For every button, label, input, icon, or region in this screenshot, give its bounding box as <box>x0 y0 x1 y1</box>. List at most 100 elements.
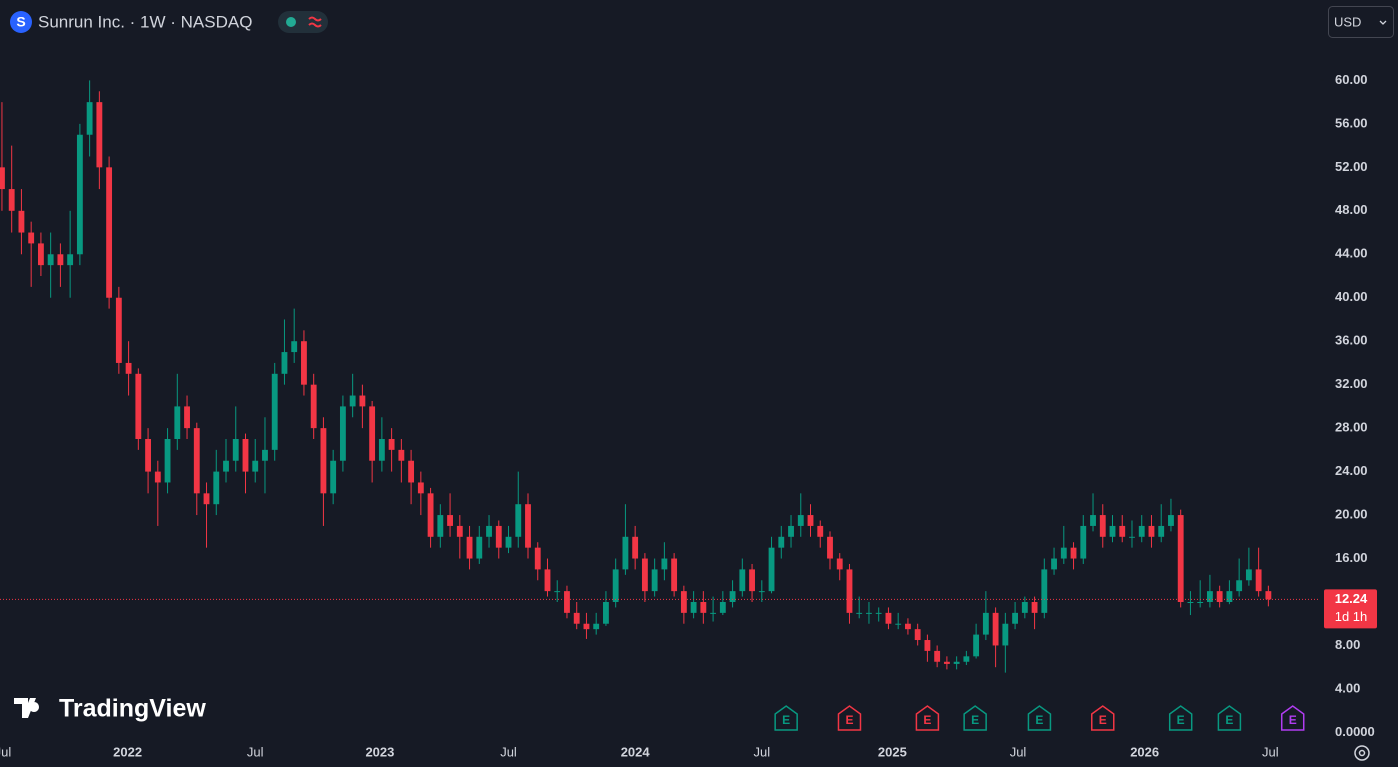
candle-body <box>914 629 921 641</box>
candle-body <box>466 536 473 559</box>
candle-body <box>934 650 941 662</box>
last-price-label: 12.24 <box>1335 591 1368 606</box>
candle-body <box>622 536 629 570</box>
x-tick-label: Jul <box>500 744 517 759</box>
candle-body <box>135 373 142 440</box>
candle-body <box>96 102 103 168</box>
y-tick-label: 4.00 <box>1335 680 1360 695</box>
x-tick-label: Jul <box>247 744 264 759</box>
candle-body <box>86 102 93 135</box>
candle-body <box>836 558 843 570</box>
dropdown-arrow <box>1379 20 1387 25</box>
candle-body <box>164 439 171 483</box>
candle-body <box>905 623 911 630</box>
candle-body <box>778 536 785 548</box>
y-tick-label: 48.00 <box>1335 202 1368 217</box>
y-tick-label: 32.00 <box>1335 376 1368 391</box>
candle-body <box>632 536 639 559</box>
candle-body <box>982 612 989 635</box>
currency-button[interactable] <box>1328 6 1394 38</box>
earnings-label: E <box>1177 713 1185 727</box>
candle-body <box>564 591 570 613</box>
candle-body <box>184 406 190 429</box>
candle-body <box>154 471 161 483</box>
candle-body <box>1168 515 1174 526</box>
candle-body <box>369 406 376 461</box>
candle-body <box>573 612 580 624</box>
x-tick-label: 2023 <box>365 744 394 759</box>
candle-body <box>310 384 317 429</box>
candle-body <box>710 612 717 614</box>
candle-body <box>758 591 765 593</box>
candle-body <box>291 341 298 353</box>
x-tick-label: Jul <box>0 744 11 759</box>
x-tick-label: Jul <box>753 744 770 759</box>
earnings-label: E <box>923 713 931 727</box>
candle-body <box>145 439 151 472</box>
candle-body <box>47 254 54 266</box>
y-tick-label: 24.00 <box>1335 463 1368 478</box>
settings-icon-center <box>1358 749 1366 757</box>
candle-body <box>1109 525 1116 537</box>
candle-body <box>281 352 288 374</box>
candle-body <box>408 460 415 483</box>
candle-body <box>1265 591 1272 600</box>
candle-body <box>417 482 424 494</box>
earnings-badge <box>1217 705 1242 731</box>
settings-icon[interactable] <box>1354 745 1370 761</box>
candle-body <box>1255 569 1262 592</box>
earnings-badge <box>963 705 987 731</box>
candle-body <box>593 623 600 630</box>
candle-body <box>213 471 220 505</box>
candle-body <box>115 297 122 363</box>
candle-body <box>495 525 502 548</box>
candle-body <box>603 601 609 624</box>
watermark: TradingView <box>14 695 206 723</box>
candle-body <box>924 640 931 651</box>
earnings-label: E <box>782 713 790 727</box>
candle-body <box>700 601 707 613</box>
status-dot <box>286 17 296 27</box>
earnings-badge <box>1091 705 1115 731</box>
candle-body <box>1070 547 1077 559</box>
candle-body <box>427 493 434 537</box>
candle-body <box>583 623 590 630</box>
candle-body <box>768 547 775 592</box>
earnings-badge <box>915 705 940 731</box>
candle-body <box>943 661 950 664</box>
candle-body <box>339 406 346 461</box>
candle-body <box>1002 623 1009 646</box>
y-tick-label: 8.00 <box>1335 637 1360 652</box>
candle-body <box>671 558 678 592</box>
earnings-badge <box>1280 705 1305 731</box>
candle-body <box>1041 569 1048 613</box>
candle-body <box>242 439 249 472</box>
candle-body <box>349 395 356 407</box>
candle-body <box>57 254 64 266</box>
candle-body <box>1080 525 1087 559</box>
candle-body <box>271 373 278 450</box>
candle-body <box>203 493 210 505</box>
brand-logo <box>14 698 40 718</box>
candle-body <box>125 362 132 374</box>
candle-body <box>1119 525 1126 537</box>
candle-body <box>953 661 960 664</box>
candle-body <box>515 504 522 537</box>
candle-body <box>447 515 453 526</box>
x-tick-label: 2022 <box>113 744 142 759</box>
candle-body <box>1129 536 1135 538</box>
status-pill[interactable] <box>278 11 328 33</box>
candle-body <box>992 612 999 646</box>
countdown: 1d 1h <box>1335 609 1368 624</box>
y-tick-label: 28.00 <box>1335 420 1368 435</box>
candle-body <box>18 210 25 233</box>
candle-body <box>223 460 229 472</box>
last-price-box <box>1324 589 1377 629</box>
candle-body <box>320 428 327 494</box>
candle-body <box>388 439 395 450</box>
candle-body <box>1031 601 1038 613</box>
logo-letter: S <box>16 14 25 30</box>
candle-body <box>1206 591 1213 602</box>
candle-body <box>797 515 804 526</box>
